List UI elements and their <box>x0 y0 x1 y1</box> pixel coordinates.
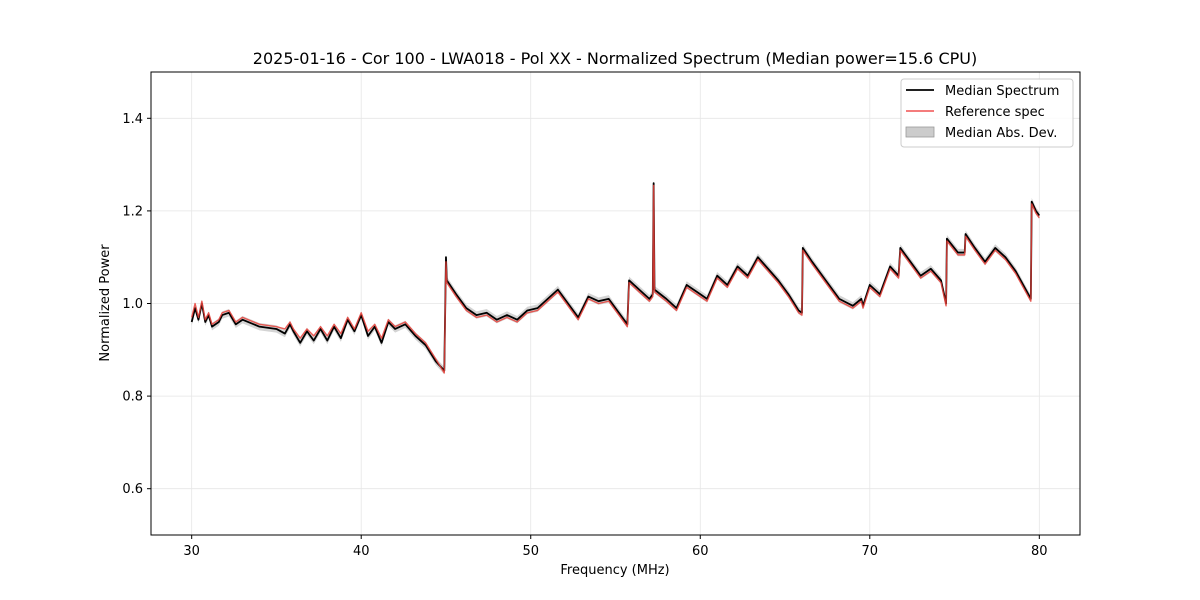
x-tick-label: 50 <box>522 544 539 559</box>
legend-mad-swatch <box>905 126 935 138</box>
x-axis-label: Frequency (MHz) <box>560 563 669 578</box>
y-axis: 0.6 0.8 1.0 1.2 1.4 <box>122 112 151 497</box>
x-axis: 30 40 50 60 70 80 <box>183 535 1048 559</box>
reference-spectrum-line <box>191 184 1040 374</box>
y-tick-label: 0.8 <box>122 390 143 405</box>
x-tick-label: 40 <box>353 544 370 559</box>
legend-mad-label: Median Abs. Dev. <box>945 126 1057 141</box>
x-tick-label: 30 <box>183 544 200 559</box>
legend-reference-label: Reference spec <box>945 105 1045 120</box>
median-spectrum-line <box>190 182 1041 372</box>
y-tick-label: 0.6 <box>122 482 143 497</box>
y-axis-label: Normalized Power <box>98 244 113 362</box>
x-tick-label: 80 <box>1031 544 1048 559</box>
y-tick-label: 1.4 <box>122 112 143 127</box>
legend-median-label: Median Spectrum <box>945 84 1059 99</box>
x-tick-label: 60 <box>692 544 709 559</box>
series-layer <box>190 182 1041 374</box>
y-tick-label: 1.2 <box>122 204 143 219</box>
y-tick-label: 1.0 <box>122 297 143 312</box>
legend-box <box>900 78 1074 148</box>
x-tick-label: 70 <box>862 544 879 559</box>
chart-title: 2025-01-16 - Cor 100 - LWA018 - Pol XX -… <box>253 49 977 68</box>
legend: Median Spectrum Reference spec Median Ab… <box>900 78 1074 148</box>
